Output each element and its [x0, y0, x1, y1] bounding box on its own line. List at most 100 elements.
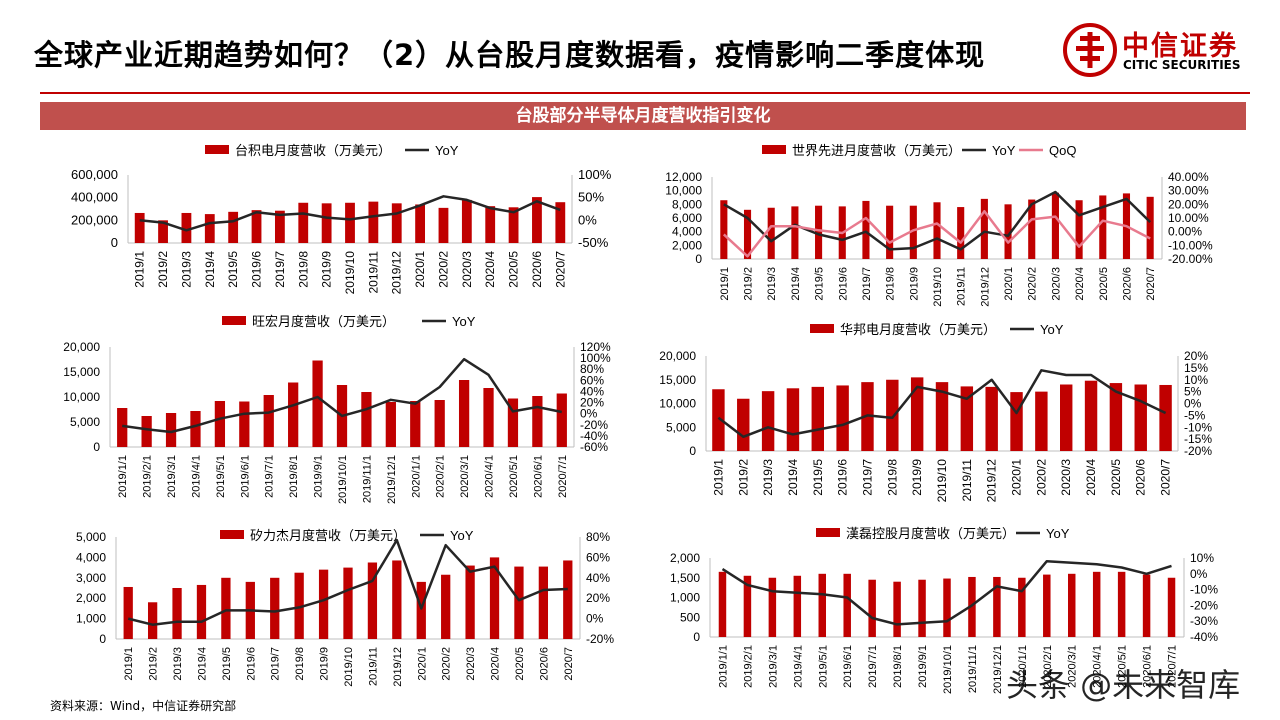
revenue-bar: [1092, 571, 1101, 637]
right-tick-label: 100%: [578, 167, 612, 182]
right-tick-label: 40.00%: [1168, 170, 1209, 184]
category-label: 2019/6: [245, 647, 257, 681]
category-label: 2020/4: [1084, 459, 1098, 496]
revenue-bar: [743, 575, 752, 637]
revenue-bar: [141, 416, 152, 447]
right-tick-label: 0%: [1184, 397, 1202, 411]
revenue-bar: [1018, 577, 1026, 637]
revenue-bar: [274, 210, 285, 243]
revenue-bar: [910, 377, 924, 451]
category-label: 2019/9: [908, 267, 920, 301]
revenue-bar: [158, 220, 168, 243]
category-label: 2019/5: [814, 267, 826, 301]
category-label: 2019/4: [203, 251, 217, 288]
revenue-bar: [385, 402, 396, 447]
category-label: 2020/7: [1159, 459, 1173, 496]
revenue-bar: [563, 560, 573, 639]
revenue-bar: [935, 382, 949, 451]
revenue-bar: [368, 201, 379, 243]
revenue-bar: [239, 401, 250, 447]
yoy-line: [127, 538, 568, 626]
revenue-bar: [221, 577, 231, 639]
right-tick-label: 0%: [578, 212, 597, 227]
category-label: 2020/6/1: [1142, 645, 1154, 688]
left-tick-label: 3,000: [76, 571, 106, 585]
category-label: 2019/3: [761, 459, 775, 496]
revenue-bar: [1099, 195, 1107, 259]
revenue-bar: [768, 577, 777, 637]
revenue-bar: [438, 207, 449, 243]
category-label: 2020/7: [553, 251, 567, 288]
watermark: 头条 @未来智库: [1006, 666, 1241, 704]
revenue-bar: [836, 385, 849, 451]
category-label: 2019/8: [296, 251, 310, 288]
left-tick-label: 0: [689, 444, 696, 458]
right-tick-label: -40%: [1190, 630, 1218, 644]
category-label: 2020/1: [416, 647, 428, 681]
right-tick-label: 30.00%: [1168, 184, 1209, 198]
right-tick-label: 80%: [586, 530, 610, 544]
revenue-bar: [134, 212, 145, 243]
revenue-bar: [1004, 204, 1012, 259]
category-label: 2020/5: [507, 251, 521, 288]
right-tick-label: -60%: [580, 440, 608, 454]
category-label: 2020/3/1: [459, 455, 471, 498]
revenue-bar: [392, 560, 402, 639]
category-label: 2019/4: [790, 267, 802, 301]
revenue-bar: [228, 211, 239, 243]
revenue-bar: [1028, 199, 1036, 259]
revenue-bar: [1159, 384, 1172, 451]
revenue-bar: [1060, 384, 1073, 451]
revenue-bar: [415, 204, 426, 243]
revenue-bar: [165, 413, 177, 447]
category-label: 2019/10/1: [337, 455, 349, 504]
category-label: 2019/1/1: [117, 455, 129, 498]
revenue-bar: [555, 202, 566, 243]
left-tick-label: 12,000: [665, 170, 702, 184]
revenue-bar: [868, 579, 876, 637]
category-label: 2019/10: [935, 459, 949, 503]
right-tick-label: -20.00%: [1168, 252, 1213, 266]
right-tick-label: 40%: [586, 571, 610, 585]
revenue-bar: [743, 209, 752, 259]
category-label: 2020/3: [460, 251, 474, 288]
category-label: 2019/11: [367, 647, 379, 686]
category-label: 2019/11: [956, 267, 968, 306]
left-tick-label: 2,000: [670, 551, 700, 565]
right-tick-label: 0.00%: [1168, 225, 1202, 239]
left-tick-label: 20,000: [659, 349, 696, 363]
category-label: 2020/7/1: [1167, 645, 1179, 688]
right-tick-label: 10.00%: [1168, 211, 1209, 225]
category-label: 2019/11: [366, 251, 380, 294]
category-label: 2020/6/1: [532, 455, 544, 498]
category-label: 2020/6: [530, 251, 544, 288]
category-label: 2019/3/1: [166, 455, 178, 498]
revenue-bar: [391, 203, 402, 243]
category-label: 2019/7: [273, 251, 287, 288]
category-label: 2019/10: [343, 647, 355, 687]
category-label: 2019/7: [861, 267, 873, 301]
left-tick-label: 400,000: [71, 190, 118, 205]
revenue-bar: [1035, 391, 1048, 451]
category-label: 2019/5: [221, 647, 233, 681]
right-tick-label: -20%: [580, 418, 608, 432]
category-label: 2019/6/1: [842, 645, 854, 688]
category-label: 2019/1: [711, 459, 725, 496]
category-label: 2019/1: [133, 251, 147, 288]
category-label: 2019/11/1: [967, 645, 979, 693]
revenue-bar: [793, 575, 802, 637]
legend-label: QoQ: [1049, 143, 1076, 158]
revenue-bar: [1117, 571, 1126, 637]
category-label: 2019/8: [885, 459, 899, 496]
legend-bar-swatch: [762, 145, 786, 154]
revenue-bar: [181, 212, 192, 243]
revenue-bar: [514, 566, 524, 639]
category-label: 2020/5/1: [508, 455, 520, 498]
category-label: 2020/2/1: [1042, 645, 1054, 688]
left-tick-label: 1,500: [670, 571, 700, 585]
logo-text-en: CITIC SECURITIES: [1123, 58, 1241, 72]
revenue-bar: [204, 214, 215, 243]
